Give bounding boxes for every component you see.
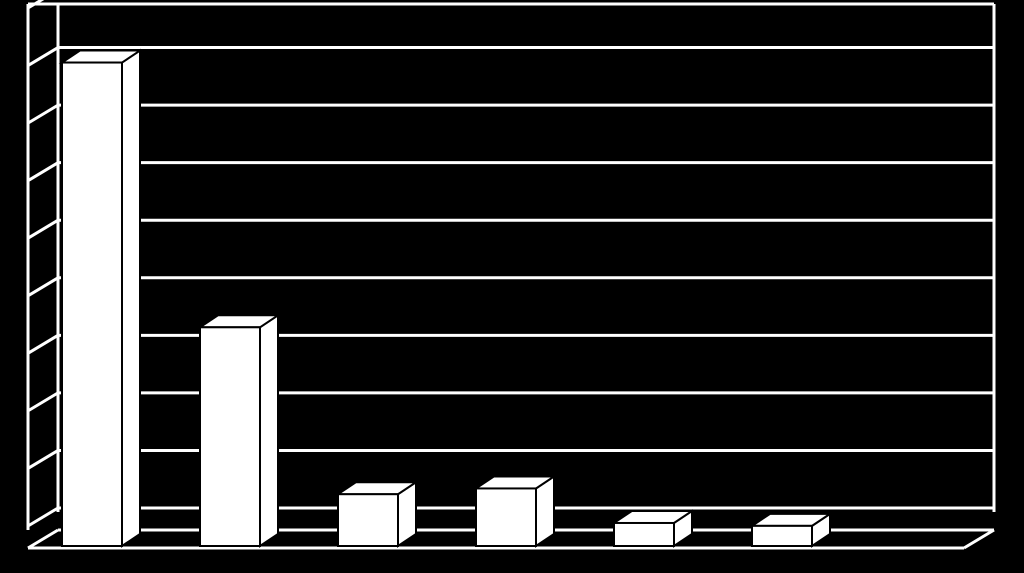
bar-chart <box>0 0 1024 573</box>
bar <box>476 476 554 546</box>
bar <box>62 51 140 546</box>
chart-container <box>0 0 1024 573</box>
bar <box>614 511 692 546</box>
bar <box>752 514 830 546</box>
bar <box>200 315 278 546</box>
bar <box>338 482 416 546</box>
